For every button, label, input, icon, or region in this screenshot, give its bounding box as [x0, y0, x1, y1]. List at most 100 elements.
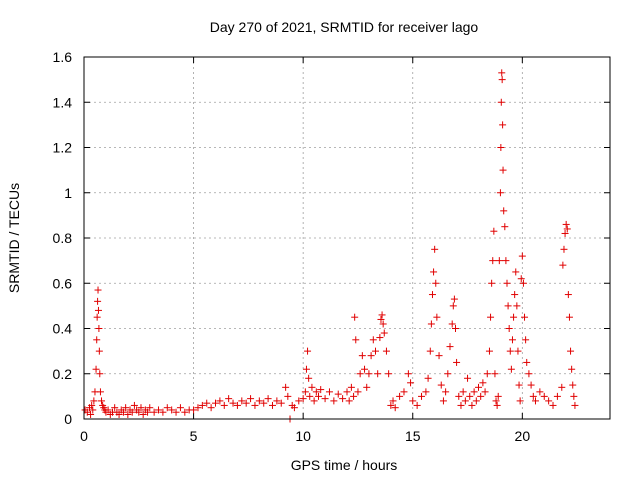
data-point — [354, 388, 362, 396]
data-point — [497, 98, 505, 106]
data-point — [216, 397, 224, 405]
data-point — [233, 401, 241, 409]
data-point — [379, 320, 387, 328]
data-point — [507, 365, 515, 373]
data-point — [422, 388, 430, 396]
data-point — [501, 223, 509, 231]
data-point — [377, 315, 385, 323]
data-point — [380, 329, 388, 337]
data-point — [111, 404, 119, 412]
data-point — [330, 397, 338, 405]
data-point — [238, 397, 246, 405]
chart-title: Day 270 of 2021, SRMTID for receiver lag… — [210, 19, 479, 35]
data-point — [432, 279, 440, 287]
data-point — [93, 336, 101, 344]
data-point — [374, 370, 382, 378]
data-point — [220, 401, 228, 409]
data-point — [496, 189, 504, 197]
data-point — [562, 220, 570, 228]
data-point — [498, 69, 506, 77]
data-point — [523, 358, 531, 366]
data-point — [371, 347, 379, 355]
axis-ticks: 0 5 10 15 20 0 0.2 0.4 0.6 0.8 1 1.2 1.4 1.6 — [53, 49, 610, 444]
data-point — [255, 397, 263, 405]
data-point — [435, 352, 443, 360]
data-point — [427, 320, 435, 328]
data-point — [558, 383, 566, 391]
y-tick-label: 0.4 — [53, 321, 73, 337]
data-point — [361, 365, 369, 373]
data-point — [505, 325, 513, 332]
y-axis-label: SRMTID / TECUs — [6, 183, 22, 293]
data-point — [564, 291, 572, 299]
data-point — [304, 347, 312, 355]
data-point — [404, 370, 412, 378]
data-point — [190, 406, 198, 414]
data-point — [464, 374, 472, 382]
data-point — [242, 399, 250, 407]
grid — [84, 57, 610, 419]
data-point — [284, 392, 292, 400]
data-point — [306, 392, 314, 400]
data-point — [470, 388, 478, 396]
data-point — [567, 347, 575, 355]
data-point — [343, 388, 351, 396]
data-point — [409, 397, 417, 405]
data-point — [150, 408, 158, 416]
data-point — [461, 397, 469, 405]
data-point — [472, 397, 480, 405]
data-point — [494, 392, 502, 400]
data-point — [273, 397, 281, 405]
data-point — [203, 399, 211, 407]
data-point — [407, 379, 415, 387]
data-point — [442, 388, 450, 396]
data-point — [98, 397, 106, 405]
data-point — [453, 358, 461, 366]
data-point — [277, 399, 285, 407]
data-point — [527, 381, 535, 389]
y-tick-label: 1.2 — [53, 140, 73, 156]
data-point — [448, 320, 456, 328]
data-point — [389, 397, 397, 405]
data-point — [301, 388, 309, 396]
data-point — [499, 121, 507, 129]
data-point — [365, 370, 373, 378]
data-point — [449, 302, 457, 310]
data-point — [468, 401, 476, 409]
data-point — [119, 408, 127, 416]
data-point — [347, 383, 355, 391]
data-point — [508, 336, 516, 344]
data-point — [96, 370, 104, 378]
data-point — [560, 245, 568, 253]
x-tick-label: 20 — [515, 428, 531, 444]
data-point — [334, 390, 342, 398]
data-point — [247, 395, 255, 403]
data-point — [498, 76, 506, 84]
data-point — [431, 245, 439, 253]
data-point — [446, 343, 454, 351]
data-point — [321, 395, 329, 403]
data-point — [135, 408, 143, 416]
data-point — [367, 352, 375, 360]
x-tick-label: 5 — [190, 428, 198, 444]
data-point — [290, 404, 298, 412]
data-point — [485, 347, 493, 355]
data-points — [81, 69, 579, 423]
data-point — [506, 347, 514, 355]
data-point — [428, 291, 436, 299]
data-point — [325, 388, 333, 396]
data-point — [128, 408, 136, 416]
data-point — [385, 370, 393, 378]
data-point — [369, 336, 377, 344]
data-point — [400, 388, 408, 396]
data-point — [350, 392, 358, 400]
data-point — [489, 257, 497, 265]
data-point — [500, 207, 508, 215]
data-point — [450, 295, 458, 303]
data-point — [479, 379, 487, 387]
data-point — [512, 268, 520, 276]
data-point — [518, 252, 526, 260]
data-point — [516, 397, 524, 405]
y-tick-label: 0.8 — [53, 230, 73, 246]
data-point — [305, 374, 313, 382]
